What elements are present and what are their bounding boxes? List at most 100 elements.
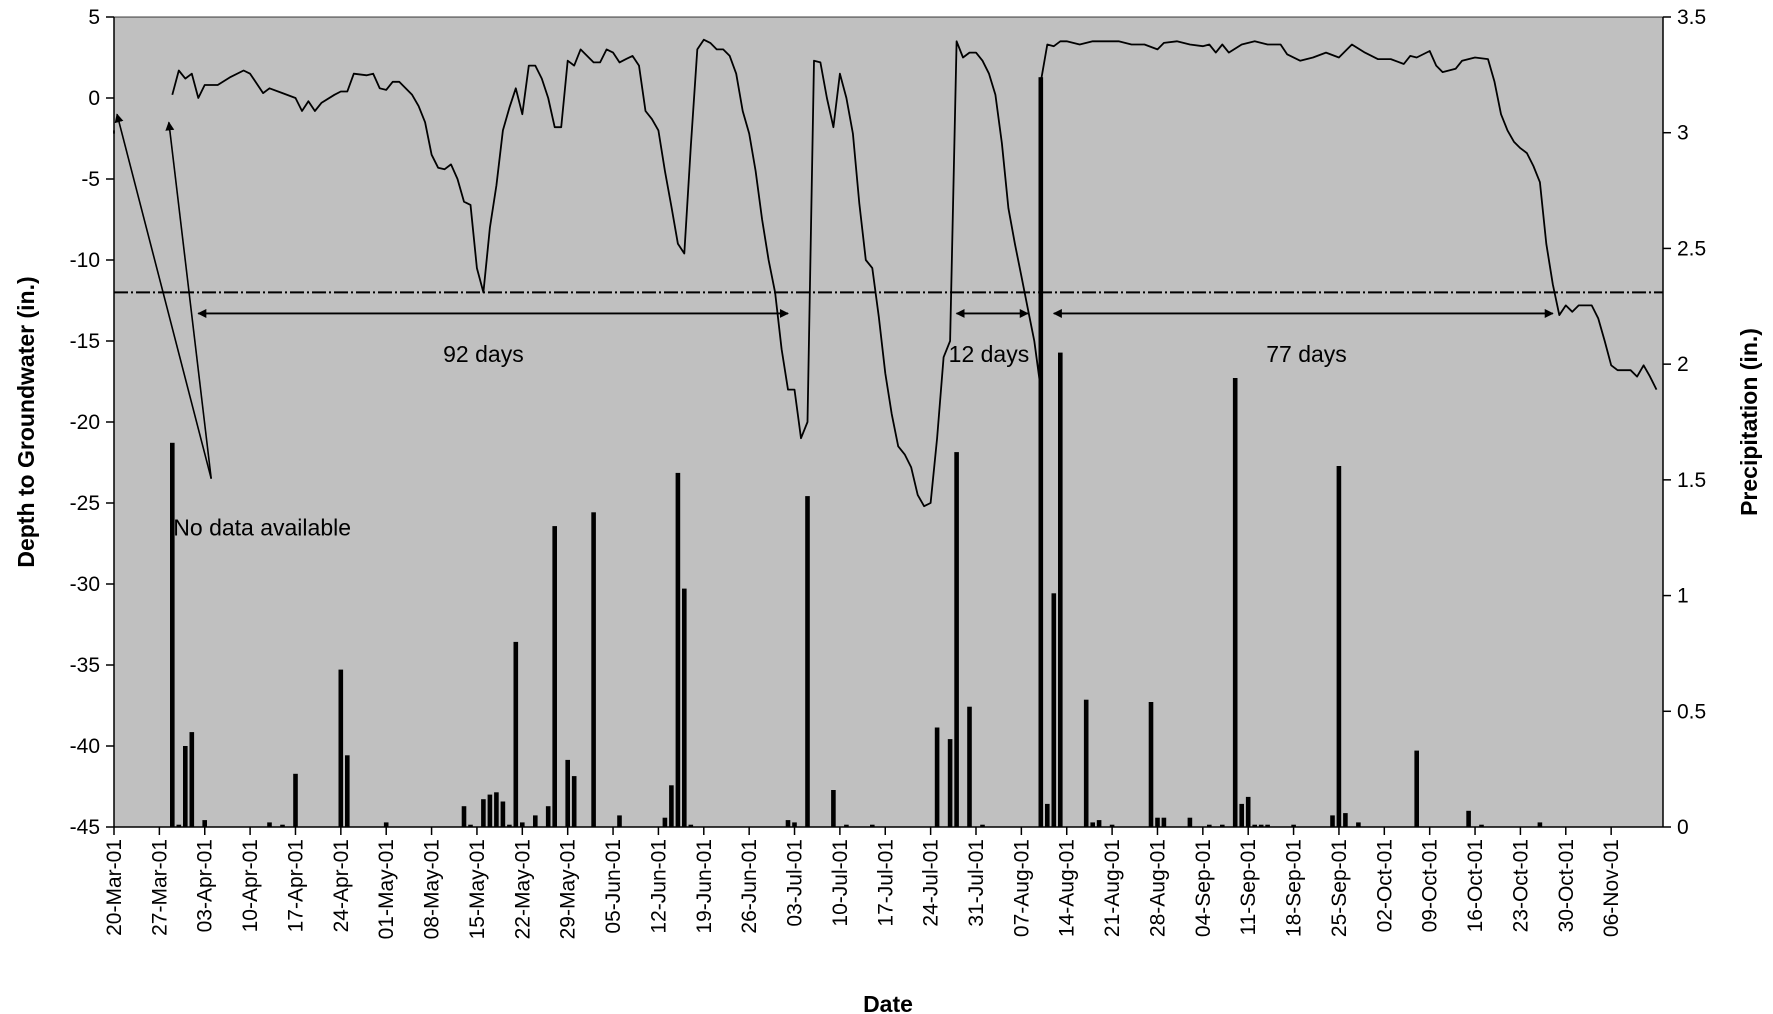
precip-bar bbox=[870, 824, 875, 827]
x-tick-label: 26-Jun-01 bbox=[738, 839, 761, 934]
precip-bar bbox=[1356, 822, 1361, 827]
precip-bar bbox=[675, 472, 681, 827]
right-tick-label: 0 bbox=[1677, 816, 1689, 839]
right-tick-label: 0.5 bbox=[1677, 700, 1706, 723]
x-tick-label: 27-Mar-01 bbox=[148, 839, 171, 936]
precip-bar bbox=[1096, 820, 1102, 827]
x-tick-label: 18-Sep-01 bbox=[1283, 839, 1306, 937]
precip-bar bbox=[1265, 824, 1270, 827]
precip-bar bbox=[507, 824, 512, 827]
precip-bar bbox=[1148, 702, 1154, 827]
x-tick-label: 04-Sep-01 bbox=[1192, 839, 1215, 937]
left-tick-label: -30 bbox=[70, 573, 100, 596]
precip-bar bbox=[487, 794, 493, 827]
precip-bar bbox=[785, 820, 791, 827]
x-tick-label: 14-Aug-01 bbox=[1056, 839, 1079, 937]
precip-bar bbox=[792, 822, 797, 827]
x-tick-label: 31-Jul-01 bbox=[965, 839, 988, 927]
precip-bar bbox=[980, 824, 985, 827]
left-tick-label: -15 bbox=[70, 330, 100, 353]
x-axis-ticks: 20-Mar-01 27-Mar-01 03-Apr-01 10-Apr-01 17-A… bbox=[103, 827, 1623, 939]
precip-bar bbox=[481, 799, 486, 827]
precip-bar bbox=[1045, 803, 1050, 827]
precipitation-bars bbox=[170, 77, 1543, 827]
left-tick-label: -45 bbox=[70, 816, 100, 839]
precip-bar bbox=[617, 815, 622, 827]
duration-label: 77 days bbox=[1266, 341, 1347, 367]
precip-bar bbox=[267, 822, 272, 827]
precip-bar bbox=[947, 739, 953, 827]
precip-bar bbox=[1058, 352, 1063, 827]
right-tick-label: 2 bbox=[1677, 353, 1689, 376]
precip-bar bbox=[500, 801, 506, 827]
precip-bar bbox=[1479, 824, 1484, 827]
x-tick-label: 10-Jul-01 bbox=[829, 839, 852, 927]
x-tick-label: 12-Jun-01 bbox=[647, 839, 670, 934]
x-tick-label: 22-May-01 bbox=[511, 839, 534, 939]
precip-bar bbox=[533, 815, 538, 827]
x-tick-label: 05-Jun-01 bbox=[602, 839, 625, 934]
no-data-arrow bbox=[165, 121, 213, 479]
precip-bar bbox=[1252, 824, 1257, 827]
precip-bar bbox=[170, 442, 175, 827]
annotations: 92 days 12 days 77 days No data available bbox=[114, 113, 1554, 540]
precip-bar bbox=[571, 776, 577, 827]
precip-bar bbox=[1090, 822, 1095, 827]
right-tick-label: 3 bbox=[1677, 122, 1689, 145]
left-tick-label: 0 bbox=[88, 87, 100, 110]
right-y-axis-title: Precipitation (in.) bbox=[1736, 328, 1762, 516]
precip-bar bbox=[1207, 824, 1212, 827]
x-axis-title: Date bbox=[863, 991, 913, 1014]
precip-bar bbox=[1232, 378, 1238, 827]
x-tick-label: 01-May-01 bbox=[375, 839, 398, 939]
precip-bar bbox=[682, 588, 687, 827]
precip-bar bbox=[591, 512, 596, 827]
precip-bar bbox=[461, 806, 467, 827]
no-data-label: No data available bbox=[173, 514, 351, 540]
precip-bar bbox=[345, 755, 350, 827]
right-y-axis-ticks: 3.5 3 2.5 2 1.5 1 0.5 0 bbox=[1663, 6, 1706, 839]
precip-bar bbox=[383, 822, 389, 827]
precip-bar bbox=[176, 824, 182, 827]
x-tick-label: 02-Oct-01 bbox=[1373, 839, 1396, 932]
precip-bar bbox=[1109, 824, 1115, 827]
precip-bar bbox=[202, 820, 207, 827]
precip-bar bbox=[1414, 750, 1419, 827]
x-tick-label: 19-Jun-01 bbox=[693, 839, 716, 934]
precip-bar bbox=[805, 496, 810, 827]
x-tick-label: 15-May-01 bbox=[466, 839, 489, 939]
right-tick-label: 1.5 bbox=[1677, 469, 1706, 492]
left-y-axis-title: Depth to Groundwater (in.) bbox=[13, 276, 39, 567]
x-tick-label: 28-Aug-01 bbox=[1147, 839, 1170, 937]
precip-bar bbox=[934, 727, 940, 827]
precip-bar bbox=[1161, 817, 1167, 827]
plot-area bbox=[114, 17, 1663, 827]
left-tick-label: 5 bbox=[88, 6, 100, 29]
precip-bar bbox=[1258, 824, 1264, 827]
precip-bar bbox=[967, 706, 972, 827]
precip-bar bbox=[1466, 810, 1471, 827]
precip-bar bbox=[1051, 593, 1057, 827]
x-tick-label: 03-Apr-01 bbox=[194, 839, 217, 932]
right-tick-label: 2.5 bbox=[1677, 237, 1706, 260]
precip-bar bbox=[662, 817, 668, 827]
left-tick-label: -5 bbox=[81, 168, 100, 191]
x-tick-label: 24-Jul-01 bbox=[920, 839, 943, 927]
x-tick-label: 08-May-01 bbox=[421, 839, 444, 939]
precip-bar bbox=[552, 526, 557, 827]
precip-bar bbox=[1187, 817, 1193, 827]
precip-bar bbox=[513, 641, 519, 827]
x-tick-label: 09-Oct-01 bbox=[1419, 839, 1442, 932]
x-tick-label: 17-Jul-01 bbox=[874, 839, 897, 927]
precip-bar bbox=[1291, 824, 1296, 827]
precip-bar bbox=[338, 669, 344, 827]
x-tick-label: 30-Oct-01 bbox=[1555, 839, 1578, 932]
precip-bar bbox=[1537, 822, 1543, 827]
duration-label: 92 days bbox=[443, 341, 524, 367]
left-tick-label: -25 bbox=[70, 492, 100, 515]
x-tick-label: 10-Apr-01 bbox=[239, 839, 262, 932]
left-tick-label: -10 bbox=[70, 249, 100, 272]
precip-bar bbox=[669, 785, 674, 827]
x-tick-label: 16-Oct-01 bbox=[1464, 839, 1487, 932]
